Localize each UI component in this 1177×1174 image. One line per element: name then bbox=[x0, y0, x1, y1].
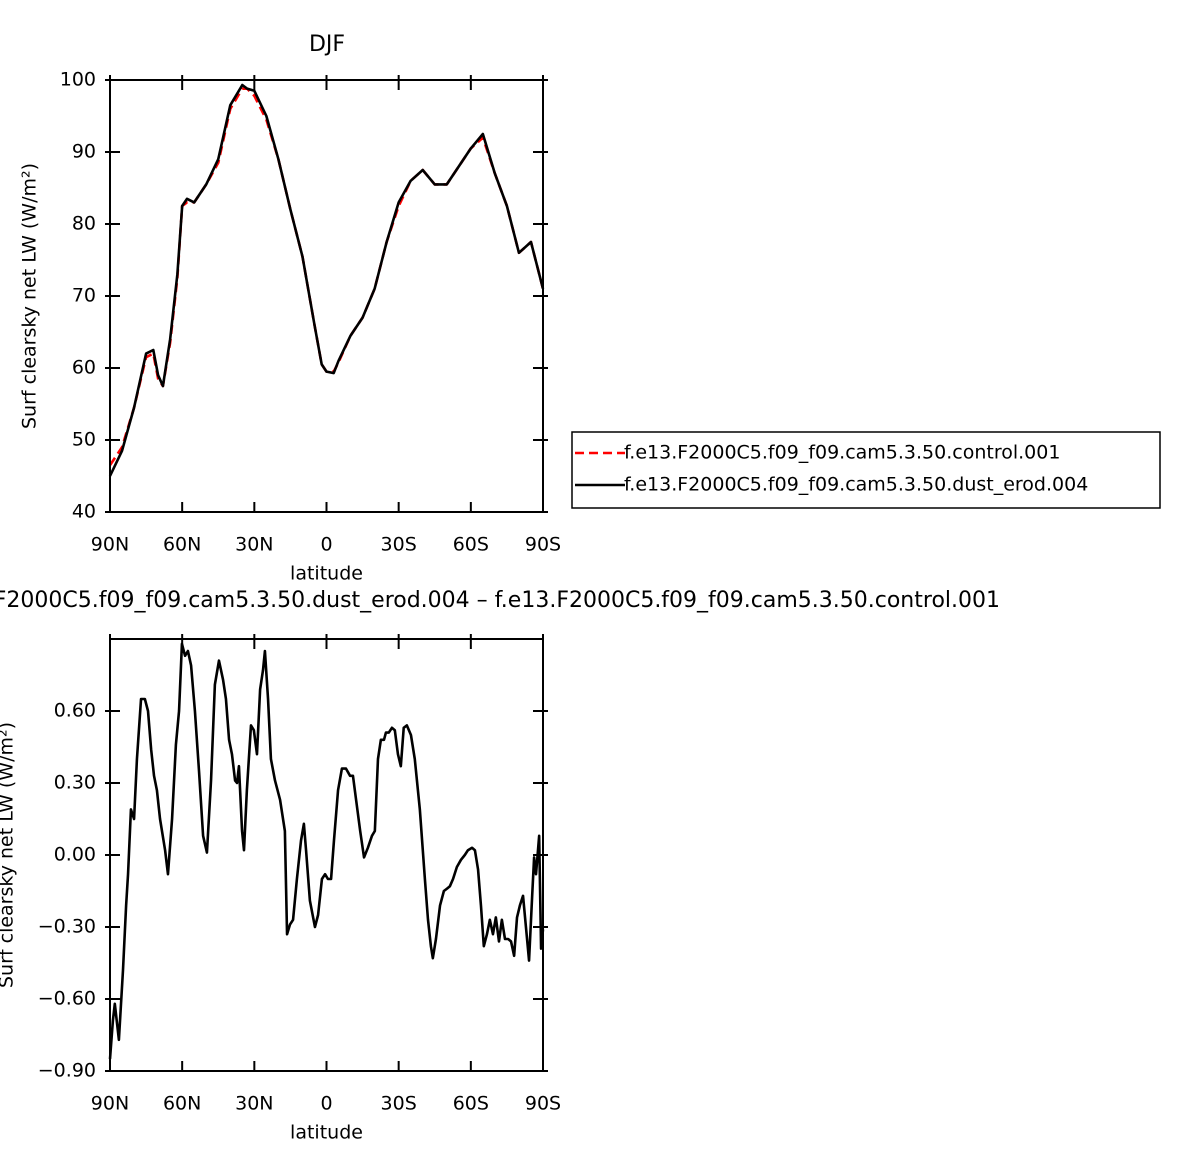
x-tick-label: 30S bbox=[381, 1093, 417, 1115]
x-axis-label: latitude bbox=[290, 1122, 363, 1144]
x-tick-label: 90S bbox=[525, 1093, 561, 1115]
legend-box bbox=[571, 431, 1161, 509]
y-tick-label: −0.30 bbox=[38, 916, 96, 938]
x-axis-label: latitude bbox=[290, 563, 363, 585]
y-tick-label: 100 bbox=[60, 69, 96, 91]
data-line bbox=[108, 642, 545, 1060]
y-tick-label: −0.90 bbox=[38, 1060, 96, 1082]
y-tick-label: 0.30 bbox=[54, 772, 96, 794]
x-tick-label: 90S bbox=[525, 534, 561, 556]
y-tick-label: 60 bbox=[72, 357, 96, 379]
y-tick-label: −0.60 bbox=[38, 988, 96, 1010]
y-tick-label: 50 bbox=[72, 429, 96, 451]
plot-frame bbox=[109, 638, 544, 1072]
y-axis-label: Surf clearsky net LW (W/m²) bbox=[0, 722, 18, 988]
y-tick-label: 90 bbox=[72, 141, 96, 163]
plot-frame bbox=[109, 79, 544, 513]
y-tick-label: 70 bbox=[72, 285, 96, 307]
x-tick-label: 60N bbox=[163, 1093, 201, 1115]
x-tick-label: 0 bbox=[320, 1093, 332, 1115]
legend-label: f.e13.F2000C5.f09_f09.cam5.3.50.control.… bbox=[624, 442, 1060, 464]
y-tick-label: 80 bbox=[72, 213, 96, 235]
y-tick-label: 0.60 bbox=[54, 700, 96, 722]
x-tick-label: 60S bbox=[453, 1093, 489, 1115]
y-tick-label: 0.00 bbox=[54, 844, 96, 866]
x-tick-label: 30N bbox=[235, 1093, 273, 1115]
y-tick-label: 40 bbox=[72, 501, 96, 523]
y-axis-label: Surf clearsky net LW (W/m²) bbox=[19, 163, 41, 429]
x-tick-label: 30S bbox=[381, 534, 417, 556]
chart-title: f.e13.F2000C5.f09_f09.cam5.3.50.dust_ero… bbox=[0, 588, 1000, 613]
data-line bbox=[108, 83, 545, 477]
x-tick-label: 60S bbox=[453, 534, 489, 556]
x-tick-label: 30N bbox=[235, 534, 273, 556]
chart-title: DJF bbox=[309, 32, 345, 57]
x-tick-label: 0 bbox=[320, 534, 332, 556]
data-line bbox=[108, 87, 545, 466]
x-tick-label: 60N bbox=[163, 534, 201, 556]
x-tick-label: 90N bbox=[91, 534, 129, 556]
x-tick-label: 90N bbox=[91, 1093, 129, 1115]
legend-label: f.e13.F2000C5.f09_f09.cam5.3.50.dust_ero… bbox=[624, 474, 1088, 496]
